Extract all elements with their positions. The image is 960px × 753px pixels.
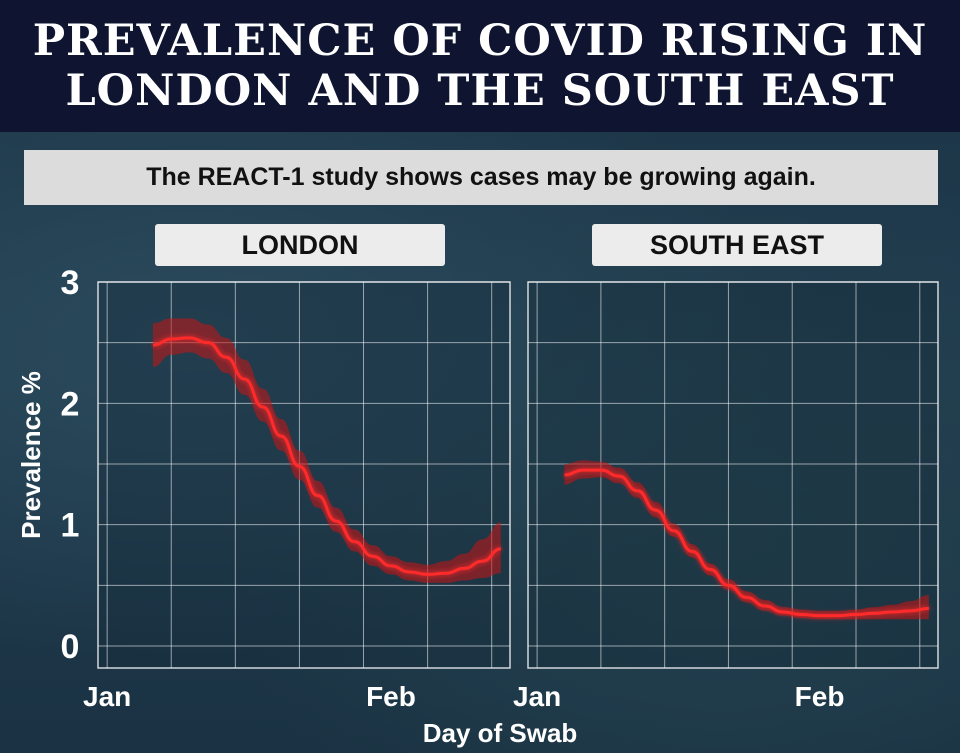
y-tick-label: 2 [61,385,80,423]
subtitle-bar: The REACT-1 study shows cases may be gro… [24,150,938,205]
y-tick-label: 1 [61,507,80,545]
y-tick-label: 3 [61,264,80,302]
panel-title-london: LONDON [155,224,445,266]
confidence-band [564,460,929,620]
page-title: PREVALENCE OF COVID RISING IN LONDON AND… [32,16,928,116]
y-axis-label: Prevalence % [16,371,46,539]
x-tick-label: Feb [795,681,845,712]
panel-title-south-east: SOUTH EAST [592,224,882,266]
panel-south-east: Jan Feb [513,281,939,712]
x-tick-label: Feb [366,681,416,712]
x-tick-label: Jan [83,681,131,712]
panel-london: Jan Feb [83,281,511,712]
series-line [152,336,502,576]
series-line [564,468,929,618]
x-axis-label: Day of Swab [423,718,578,748]
panel-border [97,281,511,669]
panel-border [527,281,939,669]
y-tick-label: 0 [61,628,80,666]
header-banner: PREVALENCE OF COVID RISING IN LONDON AND… [0,0,960,132]
x-tick-label: Jan [513,681,561,712]
confidence-band [152,318,501,583]
